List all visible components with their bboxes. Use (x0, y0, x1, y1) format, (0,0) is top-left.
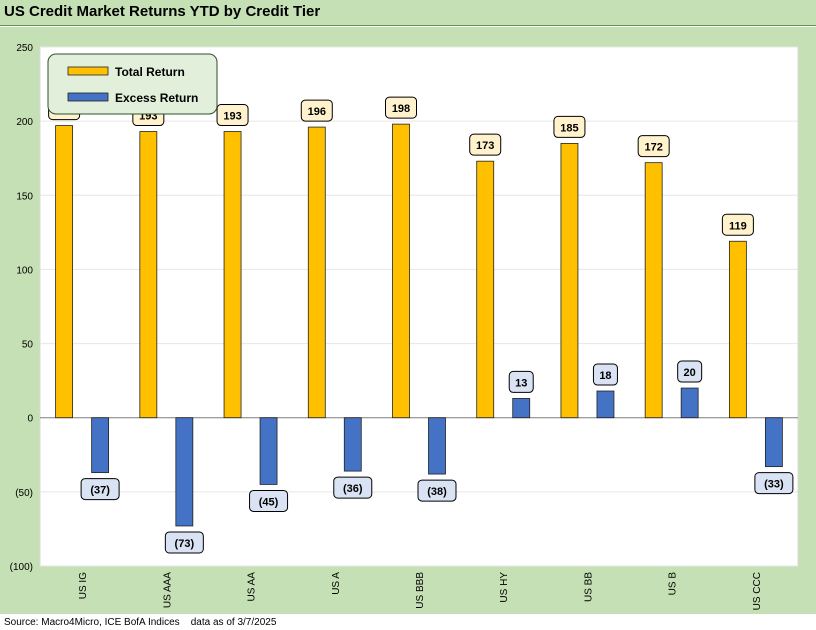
data-date: data as of 3/7/2025 (190, 617, 277, 628)
data-label-box (721, 213, 754, 236)
excess-return-data-label: 18 (599, 370, 611, 382)
total-return-data-label: 172 (644, 142, 662, 154)
excess-return-bar (428, 417, 446, 475)
total-return-bar (728, 240, 747, 419)
x-tick-label: US AAA (162, 572, 173, 608)
data-label-box (385, 96, 417, 119)
x-tick-label: US AA (247, 572, 258, 602)
data-label-box (469, 133, 502, 156)
total-return-bar (560, 142, 579, 419)
total-return-data-label: 196 (308, 106, 326, 118)
total-return-data-label: 193 (223, 111, 241, 123)
excess-return-bar (175, 417, 194, 527)
total-return-data-label: 173 (476, 140, 494, 152)
total-return-bar (139, 131, 158, 419)
data-label-box (300, 99, 333, 122)
y-tick-label: (100) (10, 562, 33, 573)
total-return-data-label: 185 (560, 122, 578, 134)
total-return-bar (644, 162, 663, 419)
excess-return-data-label: 20 (684, 367, 696, 379)
legend-label: Total Return (115, 65, 185, 79)
data-label-box (249, 489, 289, 512)
data-label-box (216, 104, 249, 127)
y-tick-label: 150 (16, 191, 33, 202)
x-tick-label: US CCC (752, 572, 763, 610)
excess-return-data-label: (38) (427, 486, 447, 498)
source-text: Source: Macro4Micro, ICE BofA Indices (4, 617, 180, 628)
total-return-bar (476, 160, 495, 419)
data-label-box (80, 478, 120, 501)
legend-swatch (67, 66, 109, 76)
title-bar: US Credit Market Returns YTD by Credit T… (0, 0, 816, 26)
y-tick-label: (50) (15, 488, 33, 499)
chart-title: US Credit Market Returns YTD by Credit T… (4, 3, 321, 20)
plot-area (39, 46, 799, 567)
data-label-box (754, 472, 794, 495)
excess-return-bar (596, 390, 615, 419)
excess-return-bar (512, 398, 531, 419)
y-tick-label: 0 (27, 414, 33, 425)
x-tick-label: US HY (499, 572, 510, 603)
excess-return-data-label: (45) (259, 496, 279, 508)
excess-return-data-label: (36) (343, 483, 363, 495)
x-tick-label: US A (331, 572, 342, 595)
data-label-box (553, 115, 586, 138)
excess-return-data-label: (37) (90, 485, 110, 497)
y-tick-label: 100 (16, 265, 33, 276)
excess-return-bar (680, 387, 699, 419)
total-return-bar (223, 131, 242, 419)
excess-return-bar (764, 417, 783, 468)
y-tick-label: 200 (16, 117, 33, 128)
chart-frame: (100)(50)050100150200250197(37)US IG193(… (0, 27, 816, 614)
excess-return-data-label: (73) (175, 538, 195, 550)
excess-return-bar (259, 417, 278, 485)
y-tick-label: 250 (16, 43, 33, 54)
source-note: Source: Macro4Micro, ICE BofA Indices da… (4, 617, 276, 628)
total-return-bar (55, 125, 74, 419)
excess-return-data-label: (33) (764, 479, 784, 491)
data-label-box (417, 479, 457, 502)
excess-return-bar (91, 417, 110, 473)
data-label-box (164, 531, 204, 554)
data-label-box (677, 360, 703, 383)
x-tick-label: US BBB (415, 572, 426, 609)
y-tick-label: 50 (22, 340, 34, 351)
total-return-bar (307, 126, 326, 419)
excess-return-bar (343, 417, 362, 472)
excess-return-data-label: 13 (515, 377, 527, 389)
total-return-data-label: 198 (392, 103, 410, 115)
legend-label: Excess Return (115, 91, 198, 105)
chart-svg: (100)(50)050100150200250197(37)US IG193(… (10, 43, 799, 610)
x-tick-label: US IG (78, 572, 89, 599)
data-label-box (333, 476, 373, 499)
total-return-data-label: 119 (729, 220, 747, 232)
x-tick-label: US BB (583, 572, 594, 602)
x-tick-label: US B (668, 572, 679, 596)
total-return-bar (392, 123, 410, 419)
legend-box (47, 53, 218, 115)
legend-swatch (67, 92, 109, 102)
data-label-box (508, 370, 534, 393)
data-label-box (637, 135, 670, 158)
data-label-box (592, 363, 618, 386)
